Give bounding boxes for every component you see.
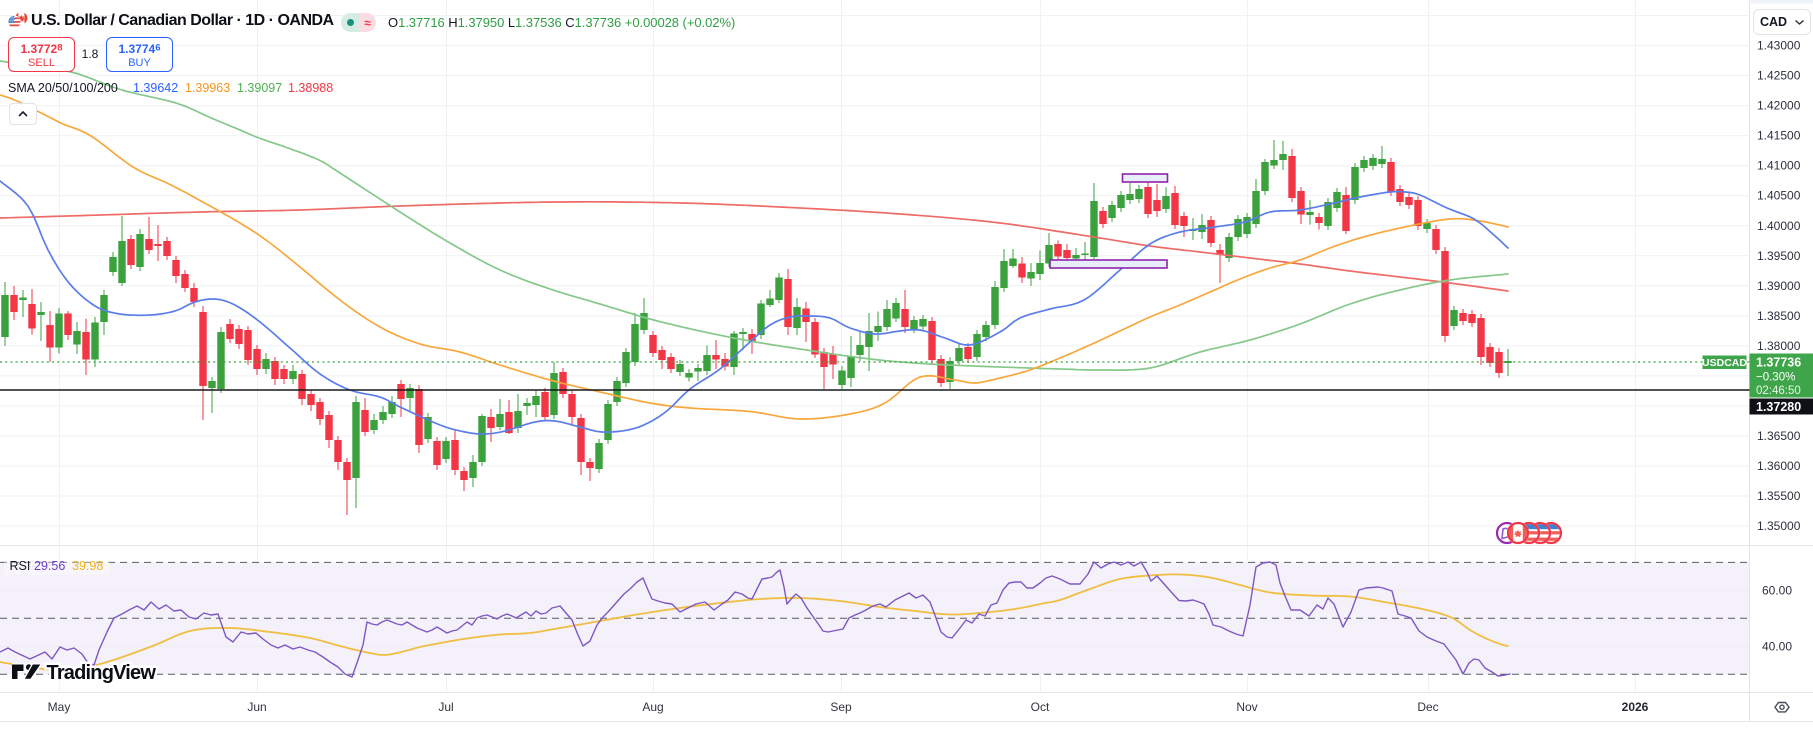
svg-text:Aug: Aug	[642, 700, 663, 714]
svg-text:Jun: Jun	[247, 700, 266, 714]
svg-text:Nov: Nov	[1236, 700, 1257, 714]
svg-text:1.38000: 1.38000	[1757, 339, 1801, 353]
svg-text:1.40500: 1.40500	[1757, 189, 1801, 203]
svg-text:02:46:50: 02:46:50	[1756, 385, 1801, 397]
svg-text:1.36000: 1.36000	[1757, 459, 1801, 473]
svg-text:Sep: Sep	[830, 700, 852, 714]
svg-text:USDCAD: USDCAD	[1702, 357, 1747, 369]
svg-text:1.38500: 1.38500	[1757, 309, 1801, 323]
svg-text:TradingView: TradingView	[47, 662, 157, 684]
svg-text:Dec: Dec	[1417, 700, 1438, 714]
svg-text:1.41000: 1.41000	[1757, 159, 1801, 173]
svg-text:40.00: 40.00	[1762, 639, 1792, 653]
svg-text:May: May	[48, 700, 71, 714]
svg-text:1.43000: 1.43000	[1757, 39, 1801, 53]
svg-text:1.41500: 1.41500	[1757, 129, 1801, 143]
svg-text:1.39500: 1.39500	[1757, 249, 1801, 263]
svg-text:Jul: Jul	[438, 700, 453, 714]
svg-text:−0.30%: −0.30%	[1756, 372, 1795, 384]
svg-text:1.35000: 1.35000	[1757, 519, 1801, 533]
svg-text:1.37280: 1.37280	[1756, 400, 1801, 414]
svg-text:2026: 2026	[1622, 700, 1649, 714]
svg-text:1.40000: 1.40000	[1757, 219, 1801, 233]
svg-text:1.39000: 1.39000	[1757, 279, 1801, 293]
svg-text:Oct: Oct	[1031, 700, 1050, 714]
svg-text:1.42000: 1.42000	[1757, 99, 1801, 113]
svg-text:1.35500: 1.35500	[1757, 489, 1801, 503]
svg-text:60.00: 60.00	[1762, 583, 1792, 597]
svg-text:1.42500: 1.42500	[1757, 69, 1801, 83]
svg-text:1.37736: 1.37736	[1756, 356, 1801, 370]
svg-text:1.36500: 1.36500	[1757, 429, 1801, 443]
